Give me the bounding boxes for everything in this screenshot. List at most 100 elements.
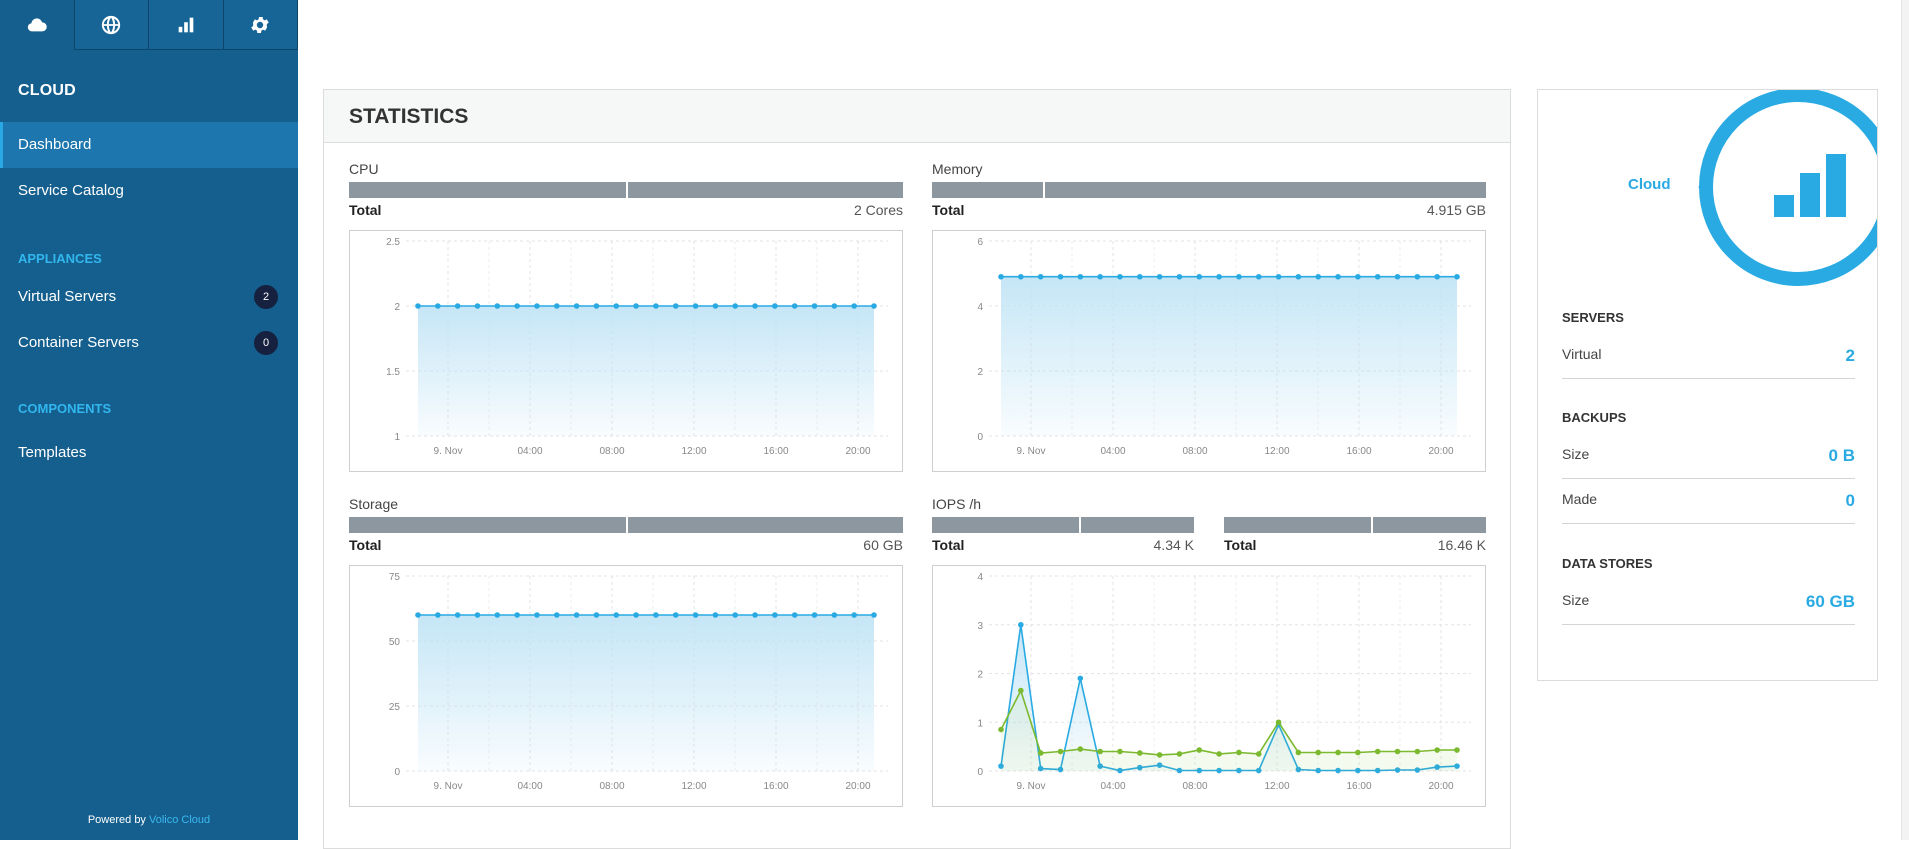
data-point [1037,750,1044,756]
x-tick-label: 08:00 [1182,781,1207,792]
tab-statistics[interactable] [149,0,224,50]
series-line [1000,688,1457,756]
y-tick-label: 75 [389,572,401,583]
series-area [1001,690,1457,771]
series-area [1001,624,1457,771]
data-point [1176,751,1183,757]
row-value: 0 B [1828,446,1855,465]
datastores-section: DATA STORES Size 60 GB [1562,556,1855,625]
data-point [1335,749,1341,756]
y-tick-label: 4 [977,302,983,313]
data-point [692,612,699,618]
data-point [1454,763,1460,769]
metric-label: Memory [932,161,983,177]
cloud-summary-panel: Cloud SERVERS Virtual 2 BACKUPS Size 0 B… [1537,89,1878,681]
y-tick-label: 1.5 [386,367,400,378]
data-point [1335,273,1341,280]
y-tick-label: 50 [389,637,401,648]
usage-bar [1224,517,1486,533]
iops-metric: IOPS /h Total 4.34 K Total 16.46 K [932,496,1486,553]
y-tick-label: 1 [394,432,400,443]
memory-chart-svg: 6 4 2 0 9. Nov 04:00 08:00 12:00 16:00 20:00 [977,237,1471,457]
summary-ring [1699,90,1877,286]
total-row: Total 16.46 K [1224,537,1486,555]
tab-settings[interactable] [223,0,298,50]
total-row: Total 60 GB [349,537,903,555]
data-point [553,612,560,618]
x-tick-label: 08:00 [599,781,624,792]
x-tick-label: 16:00 [1346,781,1371,792]
data-point [1434,273,1440,280]
data-point [1275,273,1282,280]
data-point [772,612,778,618]
tab-cloud[interactable] [0,0,75,50]
footer-prefix: Powered by [87,814,146,826]
data-point [1117,767,1123,774]
series-area [418,615,874,771]
page-scrollbar[interactable] [1901,0,1909,840]
tab-network[interactable] [74,0,149,50]
usage-bar [349,517,903,533]
iops-chart-svg: 4 3 2 1 0 9. Nov 04:00 08:00 12:00 16:00 20:00 [977,572,1471,792]
data-point [534,612,540,618]
sidebar-item-label: Service Catalog [18,182,124,199]
usage-bar [932,517,1194,533]
data-point [712,612,719,618]
total-label: Total [932,202,965,218]
data-point [1117,748,1123,755]
data-point [772,303,778,309]
data-point [573,612,580,618]
data-point [1236,749,1242,756]
data-point [415,612,421,618]
data-point [851,303,857,309]
x-tick-label: 12:00 [681,781,706,792]
data-point [1057,766,1064,773]
data-point [1255,273,1262,280]
data-point [1295,766,1302,773]
sidebar-item-service-catalog[interactable]: Service Catalog [0,168,298,214]
data-point [998,763,1004,769]
cloud-summary-graphic [1698,90,1877,286]
data-point [1315,767,1322,774]
x-tick-label: 9. Nov [434,781,463,792]
data-point [1414,273,1421,280]
sidebar-item-virtual-servers[interactable]: Virtual Servers 2 [0,274,298,320]
datastore-size-row: Size 60 GB [1562,580,1855,625]
total-label: Total [1224,537,1257,553]
row-value: 60 GB [1805,592,1855,611]
total-value: 16.46 K [1437,537,1486,553]
y-tick-label: 4 [977,572,983,583]
x-tick-label: 04:00 [517,781,542,792]
total-row: Total 2 Cores [349,202,903,220]
data-point [1077,675,1084,682]
data-point [1374,767,1381,774]
data-point [1315,273,1322,280]
data-point [1315,749,1322,756]
data-point [1097,273,1103,280]
bar-chart-icon [1774,154,1846,217]
sidebar-item-templates[interactable]: Templates [0,430,298,476]
y-tick-label: 2.5 [386,237,400,248]
data-point [1255,767,1262,774]
footer-link[interactable]: Volico Cloud [149,814,211,826]
x-tick-label: 9. Nov [1017,781,1046,792]
storage-chart-svg: 75 50 25 0 9. Nov 04:00 08:00 12:00 16:00 20:00 [389,572,888,792]
data-point [514,303,520,309]
data-point [1037,273,1044,280]
data-point [1176,273,1183,280]
data-point [1196,747,1203,753]
sidebar-item-container-servers[interactable]: Container Servers 0 [0,320,298,366]
data-point [1414,748,1421,755]
x-tick-label: 12:00 [1264,446,1289,457]
cloud-label: Cloud [1628,176,1671,193]
data-point [415,303,421,309]
cloud-icon [27,18,47,32]
bar-divider [1042,182,1045,198]
total-row: Total 4.34 K [932,537,1194,555]
sidebar-item-dashboard[interactable]: Dashboard [0,122,298,168]
data-point [1117,273,1123,280]
data-point [1136,764,1143,771]
data-point [1176,767,1183,774]
ring-pointer [1698,180,1708,194]
cpu-chart-svg: 2.5 2 1.5 1 9. Nov 04:00 08:00 12:00 16:00 20:00 [386,237,888,457]
